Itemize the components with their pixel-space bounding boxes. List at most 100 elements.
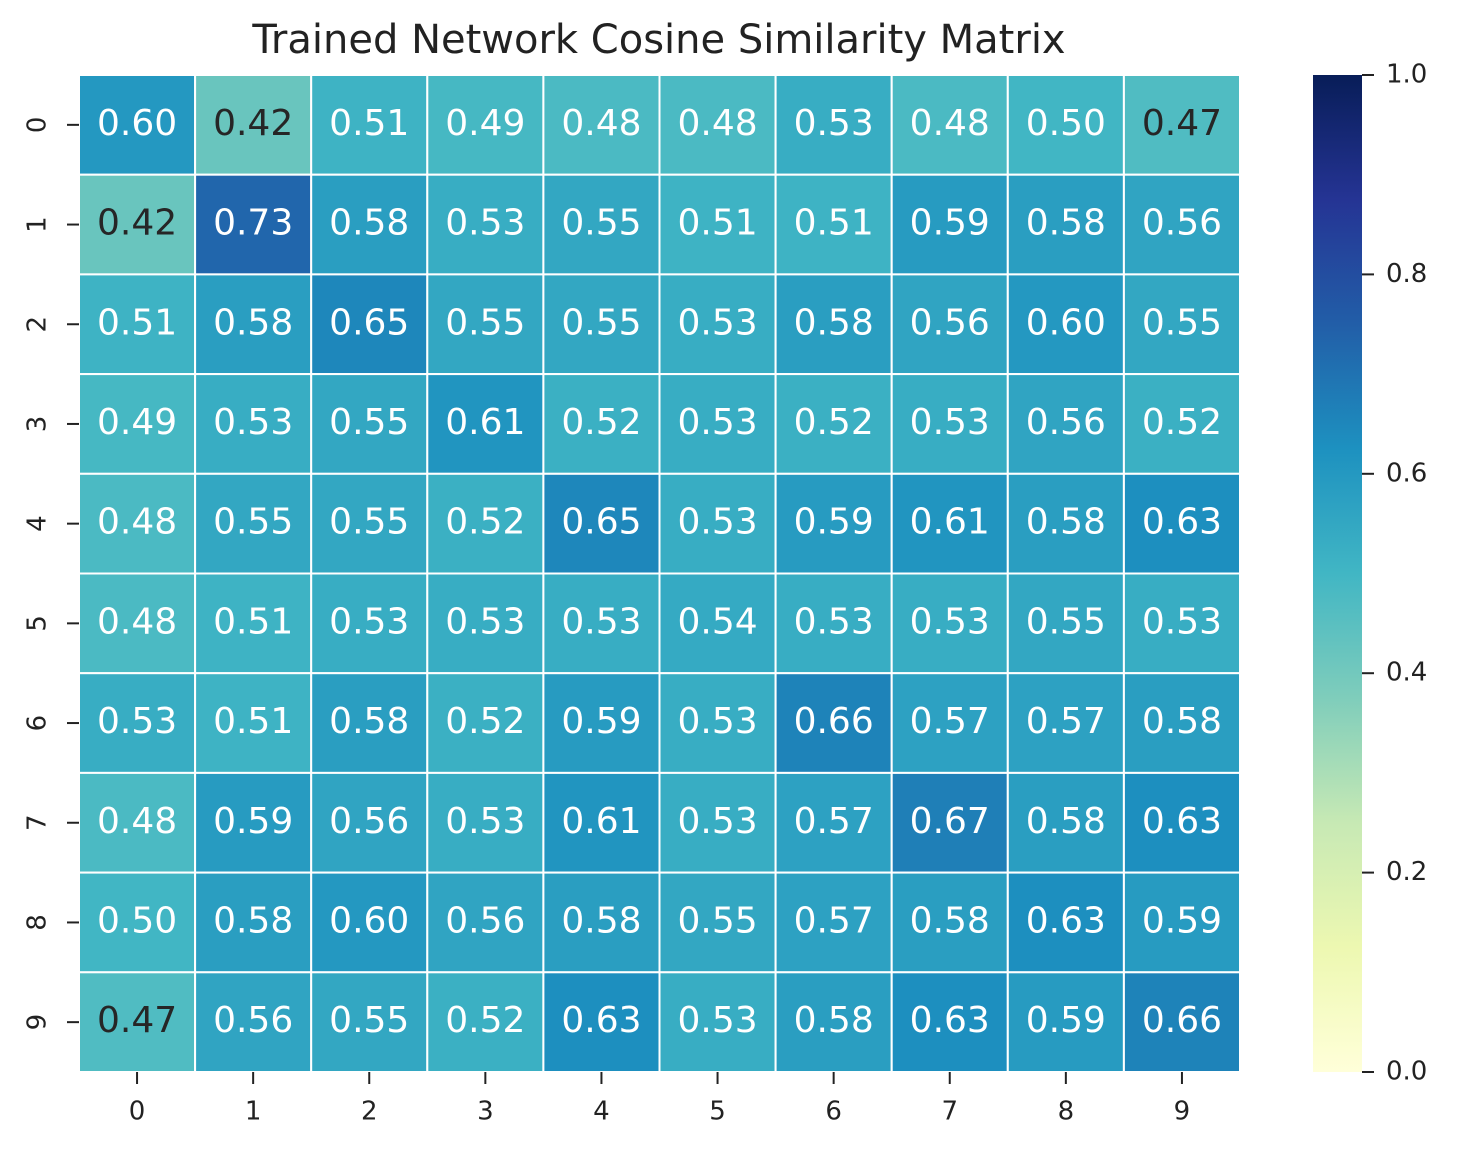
- heatmap-cell: [658, 771, 777, 874]
- cell-label: 0.58: [910, 900, 990, 941]
- cell-label: 0.42: [213, 103, 293, 144]
- cell-label: 0.48: [561, 103, 641, 144]
- heatmap-cell: [542, 871, 661, 974]
- cell-label: 0.65: [561, 502, 641, 543]
- heatmap-cell: [658, 173, 777, 276]
- x-tick-label: 8: [1058, 1097, 1075, 1127]
- cell-label: 0.57: [794, 900, 874, 941]
- heatmap-cell: [78, 273, 197, 376]
- cell-label: 0.58: [794, 1000, 874, 1041]
- heatmap-cell: [658, 971, 777, 1073]
- heatmap-cell: [194, 173, 313, 276]
- cell-label: 0.55: [1142, 302, 1222, 343]
- cell-label: 0.53: [677, 1000, 757, 1041]
- cell-label: 0.47: [1142, 103, 1222, 144]
- heatmap-cell: [890, 173, 1009, 276]
- heatmap-cell: [194, 273, 313, 376]
- x-tick-label: 6: [825, 1097, 842, 1127]
- cell-label: 0.59: [794, 502, 874, 543]
- heatmap-cell: [658, 74, 777, 176]
- heatmap-cell: [1006, 273, 1125, 376]
- cell-label: 0.53: [677, 402, 757, 443]
- cell-label: 0.66: [794, 701, 874, 742]
- heatmap-cell: [1122, 871, 1242, 974]
- heatmap-cell: [890, 74, 1009, 176]
- heatmap-cell: [890, 672, 1009, 774]
- x-tick-label: 4: [593, 1097, 610, 1127]
- cell-label: 0.51: [213, 601, 293, 642]
- cell-label: 0.59: [910, 203, 990, 244]
- x-tick-label: 0: [129, 1097, 146, 1127]
- heatmap-cell: [426, 871, 545, 974]
- heatmap-cell: [194, 472, 313, 575]
- y-tick-label: 5: [23, 615, 53, 632]
- cell-label: 0.50: [97, 900, 177, 941]
- heatmap-cell: [1006, 971, 1125, 1073]
- heatmap-cell: [890, 771, 1009, 874]
- heatmap-cell: [1006, 771, 1125, 874]
- cell-label: 0.49: [445, 103, 525, 144]
- heatmap-cell: [658, 373, 777, 475]
- cell-label: 0.55: [329, 502, 409, 543]
- heatmap-cell: [78, 373, 197, 475]
- heatmap-cell: [890, 971, 1009, 1073]
- y-tick-label: 1: [23, 216, 53, 233]
- cell-label: 0.58: [1142, 701, 1222, 742]
- heatmap-cell: [774, 771, 893, 874]
- cell-label: 0.63: [561, 1000, 641, 1041]
- cell-label: 0.58: [329, 203, 409, 244]
- colorbar-tick-label: 1.0: [1386, 60, 1427, 90]
- heatmap-cell: [890, 472, 1009, 575]
- heatmap-cell: [774, 971, 893, 1073]
- heatmap-cell: [774, 672, 893, 774]
- cell-label: 0.61: [561, 801, 641, 842]
- heatmap-cell: [542, 771, 661, 874]
- cell-label: 0.53: [445, 203, 525, 244]
- cell-label: 0.56: [910, 302, 990, 343]
- heatmap-cell: [426, 771, 545, 874]
- cell-label: 0.58: [213, 302, 293, 343]
- cell-label: 0.60: [1026, 302, 1106, 343]
- heatmap-cell: [1122, 971, 1242, 1073]
- cell-label: 0.53: [910, 402, 990, 443]
- cell-label: 0.58: [329, 701, 409, 742]
- cell-label: 0.53: [561, 601, 641, 642]
- cell-label: 0.52: [1142, 402, 1222, 443]
- cell-label: 0.53: [794, 103, 874, 144]
- heatmap-cell: [1006, 871, 1125, 974]
- heatmap-cell: [658, 572, 777, 675]
- heatmap-cell: [78, 74, 197, 176]
- heatmap-cell: [78, 572, 197, 675]
- y-tick-label: 3: [23, 416, 53, 433]
- heatmap-cell: [310, 771, 429, 874]
- x-tick-label: 1: [245, 1097, 262, 1127]
- heatmap-cell: [890, 871, 1009, 974]
- heatmap-cell: [426, 173, 545, 276]
- cell-label: 0.63: [1142, 502, 1222, 543]
- cell-label: 0.57: [1026, 701, 1106, 742]
- cell-label: 0.52: [445, 1000, 525, 1041]
- heatmap-cell: [1122, 771, 1242, 874]
- y-tick-label: 6: [23, 715, 53, 732]
- heatmap-cell: [774, 373, 893, 475]
- heatmap-cell: [1122, 74, 1242, 176]
- cell-label: 0.55: [445, 302, 525, 343]
- heatmap-cell: [310, 472, 429, 575]
- cell-label: 0.59: [561, 701, 641, 742]
- x-tick-label: 2: [361, 1097, 378, 1127]
- heatmap-cell: [426, 672, 545, 774]
- y-tick-label: 7: [23, 814, 53, 831]
- cell-label: 0.61: [910, 502, 990, 543]
- cell-label: 0.56: [213, 1000, 293, 1041]
- x-tick-label: 9: [1174, 1097, 1191, 1127]
- cell-label: 0.52: [794, 402, 874, 443]
- cell-label: 0.42: [97, 203, 177, 244]
- cell-label: 0.60: [97, 103, 177, 144]
- heatmap-cell: [426, 572, 545, 675]
- cell-label: 0.57: [910, 701, 990, 742]
- colorbar: [1313, 75, 1362, 1072]
- heatmap-cell: [542, 472, 661, 575]
- cell-label: 0.55: [561, 302, 641, 343]
- cell-label: 0.51: [213, 701, 293, 742]
